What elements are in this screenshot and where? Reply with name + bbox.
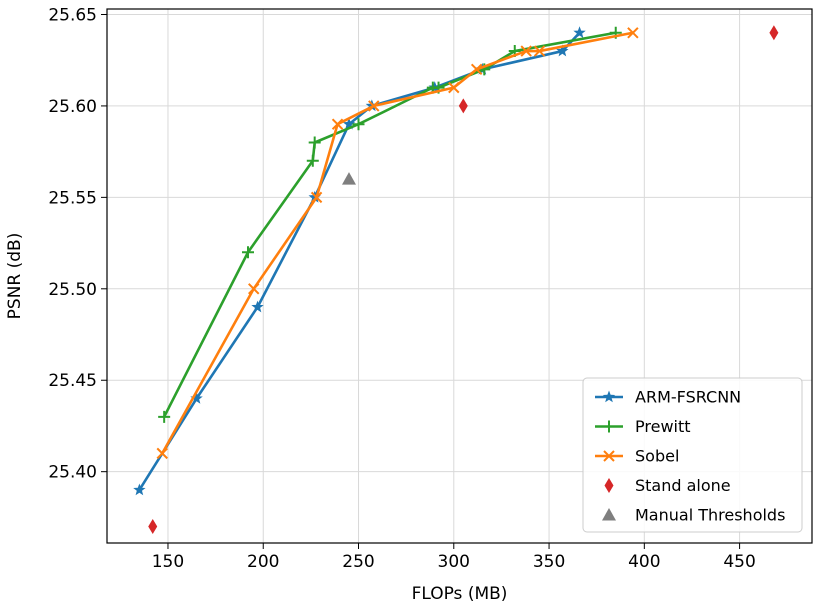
legend-marker <box>604 478 614 493</box>
data-point-prewitt <box>352 118 365 131</box>
y-tick-label: 25.40 <box>48 463 97 483</box>
legend-label: Manual Thresholds <box>635 506 785 525</box>
data-point-manual-thresholds <box>341 172 356 185</box>
data-point-sobel <box>533 45 546 57</box>
data-point-arm-fsrcnn <box>556 44 569 57</box>
legend-entry-arm-fsrcnn: ARM-FSRCNN <box>595 388 741 407</box>
y-tick-label: 25.65 <box>48 5 97 25</box>
legend-entry-manual-thresholds: Manual Thresholds <box>602 506 785 525</box>
data-point-sobel <box>331 118 344 130</box>
series-stand-alone <box>148 25 779 535</box>
series-line-prewitt <box>163 31 616 418</box>
data-point-arm-fsrcnn <box>251 300 264 313</box>
data-point-arm-fsrcnn <box>190 392 203 404</box>
x-tick-label: 450 <box>723 552 755 572</box>
y-tick-label: 25.60 <box>48 97 97 117</box>
legend-label: Stand alone <box>635 476 731 495</box>
legend-label: Sobel <box>635 447 679 466</box>
legend-entry-prewitt: Prewitt <box>595 417 691 436</box>
data-point-sobel <box>156 447 168 460</box>
x-axis-label: FLOPs (MB) <box>412 584 508 604</box>
legend-marker <box>602 390 616 403</box>
y-axis-label: PSNR (dB) <box>5 233 25 320</box>
series-manual-thresholds <box>341 172 356 185</box>
data-point-arm-fsrcnn <box>342 117 356 130</box>
legend-frame <box>582 377 803 533</box>
grid <box>107 9 812 543</box>
data-point-sobel <box>627 27 639 39</box>
legend: ARM-FSRCNN Prewitt Sobel Stand alone Manual … <box>582 377 803 533</box>
x-tick-label: 300 <box>438 552 470 572</box>
legend-marker <box>602 508 616 521</box>
data-point-sobel <box>520 45 532 57</box>
data-point-prewitt <box>308 136 321 149</box>
x-tick-label: 150 <box>152 552 184 572</box>
data-point-prewitt <box>158 410 171 423</box>
data-point-sobel <box>448 81 460 94</box>
y-tick-label: 25.45 <box>48 371 97 391</box>
legend-label: ARM-FSRCNN <box>635 388 741 407</box>
legend-label: Prewitt <box>635 417 691 436</box>
legend-marker <box>603 420 615 433</box>
data-point-stand-alone <box>458 98 468 114</box>
data-point-sobel <box>248 283 260 295</box>
legend-entry-sobel: Sobel <box>595 447 679 466</box>
x-tick-label: 400 <box>628 552 660 572</box>
data-point-sobel <box>470 63 483 76</box>
series-sobel <box>156 27 639 460</box>
series-line-sobel <box>161 31 634 455</box>
series-line-arm-fsrcnn <box>138 31 581 491</box>
series-prewitt <box>158 26 622 423</box>
plot-frame <box>106 8 813 544</box>
x-tick-label: 250 <box>342 552 374 572</box>
data-point-prewitt <box>242 246 254 259</box>
x-tick-label: 200 <box>247 552 279 572</box>
data-point-arm-fsrcnn <box>133 483 146 496</box>
data-point-prewitt <box>306 154 319 167</box>
series-arm-fsrcnn <box>133 26 586 496</box>
data-point-sobel <box>310 191 323 204</box>
x-tick-label: 350 <box>533 552 565 572</box>
legend-marker <box>603 450 615 462</box>
data-point-stand-alone <box>148 519 158 535</box>
y-tick-label: 25.55 <box>48 188 97 208</box>
data-point-arm-fsrcnn <box>573 26 586 39</box>
legend-entry-stand-alone: Stand alone <box>604 476 731 495</box>
data-point-stand-alone <box>769 25 779 41</box>
series-layer <box>133 25 779 535</box>
y-tick-label: 25.50 <box>48 280 97 300</box>
data-point-sobel <box>368 100 380 112</box>
ticks: 150 200 250 300 350 400 450 25.40 25.45 25.50 25.5… <box>48 5 755 572</box>
